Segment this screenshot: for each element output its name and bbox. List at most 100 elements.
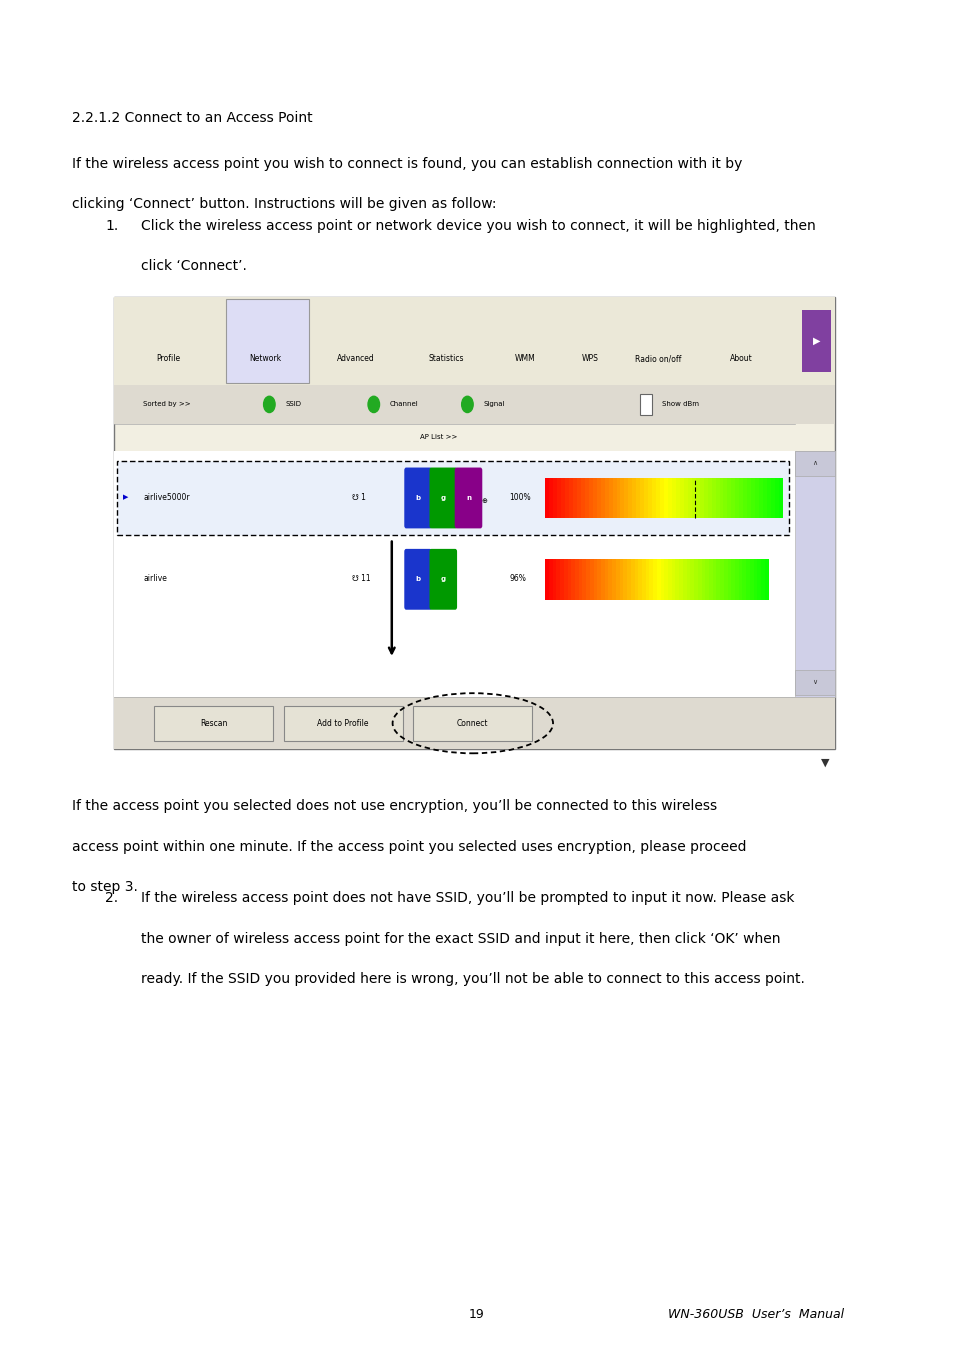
Circle shape <box>461 397 473 413</box>
Bar <box>567 559 571 599</box>
FancyBboxPatch shape <box>114 297 834 385</box>
FancyBboxPatch shape <box>639 394 652 416</box>
Bar <box>553 478 557 518</box>
Bar <box>584 478 589 518</box>
Bar <box>682 559 686 599</box>
Text: Click the wireless access point or network device you wish to connect, it will b: Click the wireless access point or netwo… <box>141 219 815 232</box>
Bar <box>628 478 632 518</box>
Bar <box>544 478 549 518</box>
Text: If the wireless access point you wish to connect is found, you can establish con: If the wireless access point you wish to… <box>71 157 741 170</box>
Text: n: n <box>465 494 471 501</box>
FancyBboxPatch shape <box>114 697 834 749</box>
FancyBboxPatch shape <box>114 385 834 424</box>
Bar <box>731 478 735 518</box>
Bar <box>694 559 698 599</box>
Bar <box>735 478 739 518</box>
Bar <box>608 478 613 518</box>
Text: the owner of wireless access point for the exact SSID and input it here, then cl: the owner of wireless access point for t… <box>141 931 780 945</box>
Text: 96%: 96% <box>509 575 525 583</box>
Bar <box>604 559 608 599</box>
Text: Sorted by >>: Sorted by >> <box>143 401 191 408</box>
Bar <box>719 478 723 518</box>
Bar <box>600 559 604 599</box>
FancyBboxPatch shape <box>794 451 834 697</box>
Bar <box>745 559 750 599</box>
Bar <box>671 478 676 518</box>
Text: If the access point you selected does not use encryption, you’ll be connected to: If the access point you selected does no… <box>71 799 716 813</box>
Circle shape <box>263 397 274 413</box>
FancyBboxPatch shape <box>413 706 532 741</box>
Text: Signal: Signal <box>483 401 504 408</box>
Bar <box>549 478 553 518</box>
Bar <box>720 559 723 599</box>
FancyBboxPatch shape <box>117 460 788 535</box>
Bar <box>711 478 716 518</box>
Text: b: b <box>416 494 420 501</box>
Bar <box>588 478 593 518</box>
Bar <box>581 559 586 599</box>
FancyBboxPatch shape <box>404 549 432 610</box>
Bar <box>560 478 565 518</box>
Text: ⊕: ⊕ <box>481 498 487 505</box>
Bar <box>578 559 582 599</box>
Text: 100%: 100% <box>509 493 530 502</box>
Bar <box>596 478 600 518</box>
Text: g: g <box>440 494 445 501</box>
FancyBboxPatch shape <box>794 670 834 695</box>
Text: 2.: 2. <box>105 891 118 904</box>
Bar <box>722 478 727 518</box>
FancyBboxPatch shape <box>429 549 456 610</box>
Bar <box>667 478 672 518</box>
Bar <box>774 478 779 518</box>
Bar <box>573 478 577 518</box>
Text: ☋ 11: ☋ 11 <box>352 575 371 583</box>
Bar <box>575 559 578 599</box>
Bar <box>727 559 731 599</box>
Text: clicking ‘Connect’ button. Instructions will be given as follow:: clicking ‘Connect’ button. Instructions … <box>71 197 496 211</box>
Bar <box>568 478 573 518</box>
FancyBboxPatch shape <box>801 310 830 373</box>
Text: 19: 19 <box>469 1308 484 1322</box>
Text: About: About <box>729 354 752 363</box>
Bar <box>645 559 649 599</box>
Text: airlive: airlive <box>143 575 167 583</box>
Bar <box>659 559 664 599</box>
Text: SSID: SSID <box>285 401 301 408</box>
Bar <box>616 478 620 518</box>
Text: access point within one minute. If the access point you selected uses encryption: access point within one minute. If the a… <box>71 840 745 853</box>
Text: b: b <box>416 576 420 582</box>
Bar <box>679 559 682 599</box>
Bar <box>626 559 631 599</box>
Bar <box>731 559 735 599</box>
Bar <box>699 478 703 518</box>
FancyBboxPatch shape <box>114 297 834 749</box>
Bar <box>697 559 701 599</box>
Bar <box>764 559 768 599</box>
Bar <box>544 559 549 599</box>
Bar <box>741 559 746 599</box>
Bar <box>619 559 623 599</box>
Bar <box>657 559 660 599</box>
Bar <box>643 478 648 518</box>
Bar <box>759 478 762 518</box>
Bar <box>757 559 760 599</box>
Bar <box>600 478 604 518</box>
Bar <box>690 559 694 599</box>
Bar <box>638 559 641 599</box>
Bar <box>580 478 585 518</box>
Bar <box>649 559 653 599</box>
Text: ▼: ▼ <box>821 757 829 767</box>
Bar <box>597 559 601 599</box>
Bar <box>559 559 563 599</box>
Bar <box>738 559 742 599</box>
Bar <box>563 559 567 599</box>
Text: airlive5000r: airlive5000r <box>143 493 190 502</box>
Bar <box>766 478 771 518</box>
Text: Show dBm: Show dBm <box>661 401 699 408</box>
Bar <box>679 478 683 518</box>
Bar <box>686 559 690 599</box>
Bar <box>683 478 687 518</box>
Bar <box>727 478 731 518</box>
Text: Rescan: Rescan <box>199 718 227 728</box>
Bar <box>659 478 664 518</box>
